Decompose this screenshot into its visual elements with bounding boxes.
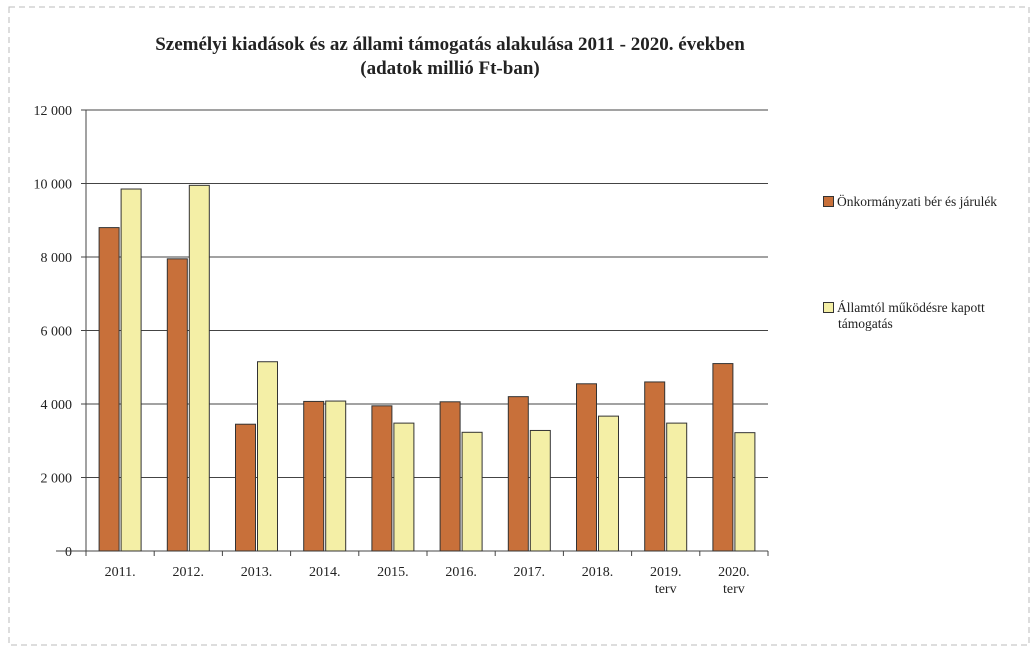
x-tick-label: 2019. [650,565,682,580]
bar-allami [529,429,551,552]
bar-allami [325,400,347,552]
x-tick-label: terv [723,582,745,597]
x-tick-label: 2016. [445,565,477,580]
legend-item-onkormanyzati: Önkormányzati bér és járulék [823,194,997,210]
chart-title: Személyi kiadások és az állami támogatás… [155,34,745,55]
chart-subtitle: (adatok millió Ft-ban) [360,58,540,79]
legend-label-allami-line1: Államtól működésre kapott [837,300,985,315]
bar-onkormanyzati [98,227,120,552]
bar-onkormanyzati [166,258,188,552]
bar-onkormanyzati [576,383,597,552]
bar-allami [461,431,483,552]
bar-allami [734,432,756,552]
legend-swatch-allami [823,302,834,313]
y-tick-label: 12 000 [34,104,73,119]
legend-item-allami: Államtól működésre kapott támogatás [823,300,1033,332]
x-tick-label: 2011. [105,565,136,580]
bar-onkormanyzati [303,400,325,552]
bar-onkormanyzati [644,381,666,552]
bar-allami [666,422,688,552]
bar-allami [257,361,278,552]
x-tick-label: 2015. [377,565,409,580]
x-tick-label: 2014. [309,565,341,580]
bar-onkormanyzati [712,363,734,552]
bar-allami [188,184,210,552]
bar-onkormanyzati [235,423,256,552]
x-tick-label: 2012. [173,565,205,580]
bar-allami [120,188,142,552]
x-tick-label: 2018. [582,565,614,580]
x-tick-label: 2013. [241,565,273,580]
x-tick-label: 2020. [718,565,750,580]
y-tick-label: 8 000 [41,251,73,266]
y-tick-label: 0 [65,545,72,560]
outer-frame [8,6,1030,646]
legend-label-allami-line2: támogatás [838,316,893,331]
y-tick-label: 2 000 [41,472,73,487]
bar-onkormanyzati [371,405,393,552]
x-tick-label: terv [655,582,677,597]
legend-swatch-onkormanyzati [823,196,834,207]
y-tick-label: 4 000 [41,398,73,413]
bar-allami [393,422,415,552]
bar-onkormanyzati [507,396,529,552]
legend-label-onkormanyzati: Önkormányzati bér és járulék [837,194,998,209]
x-tick-label: 2017. [514,565,546,580]
y-tick-label: 6 000 [41,325,73,340]
bar-onkormanyzati [439,401,461,552]
bar-allami [598,415,619,552]
y-tick-label: 10 000 [34,178,73,193]
